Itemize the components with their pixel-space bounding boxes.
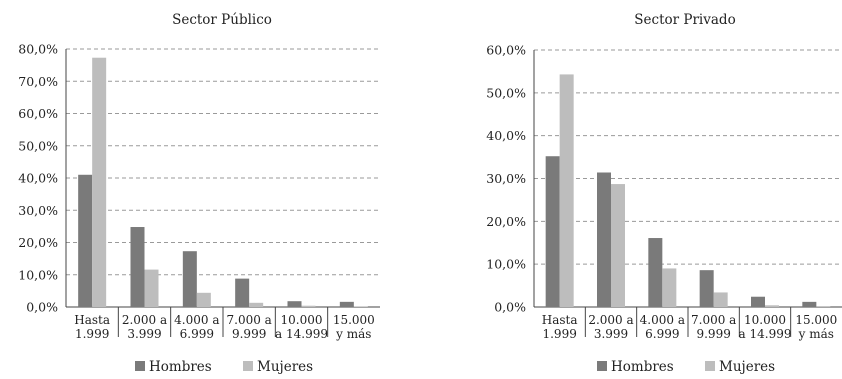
x-tick-label: a 14.999 [275, 327, 328, 341]
bar-hombres [699, 270, 714, 307]
bar-hombres [648, 238, 663, 307]
chart-title: Sector Privado [634, 12, 735, 28]
bar-mujeres [662, 268, 677, 307]
bar-mujeres [301, 305, 316, 307]
bar-mujeres [559, 74, 574, 307]
x-tick-label: 15.000 [795, 313, 837, 327]
y-tick-label: 10,0% [18, 267, 58, 282]
x-tick-label: 7.000 a [691, 313, 736, 327]
y-tick-label: 0,0% [494, 300, 526, 315]
y-tick-label: 50,0% [486, 85, 526, 100]
y-tick-label: 60,0% [18, 106, 58, 121]
legend-swatch-mujeres [243, 361, 253, 371]
y-tick-label: 70,0% [18, 74, 58, 89]
x-tick-label: a 14.999 [739, 327, 792, 341]
chart-title: Sector Público [172, 12, 272, 28]
bar-hombres [182, 251, 197, 307]
x-tick-label: 6.999 [645, 327, 679, 341]
y-tick-label: 40,0% [486, 128, 526, 143]
x-tick-label: Hasta [74, 313, 110, 327]
bar-hombres [339, 301, 354, 307]
y-tick-label: 20,0% [18, 235, 58, 250]
x-tick-label: 6.999 [180, 327, 214, 341]
legend-swatch-hombres [135, 361, 145, 371]
bar-hombres [751, 296, 765, 307]
x-tick-label: 1.999 [75, 327, 109, 341]
x-tick-label: 1.999 [542, 327, 576, 341]
legend-swatch-mujeres [705, 361, 715, 371]
chart-sector-publico: Sector Público 0,0% 10,0% 20,0% 30,0% 40,0% 5… [18, 12, 380, 375]
bar-mujeres [144, 269, 159, 307]
bar-hombres [235, 278, 250, 307]
x-tick-label: 4.000 a [174, 313, 219, 327]
bar-mujeres [249, 302, 264, 307]
x-tick-label: 7.000 a [227, 313, 272, 327]
x-tick-label: 9.999 [232, 327, 266, 341]
x-tick-label: 3.999 [127, 327, 161, 341]
bar-hombres [545, 156, 560, 307]
bar-mujeres [713, 292, 728, 307]
legend-swatch-hombres [597, 361, 607, 371]
bar-hombres [287, 301, 302, 307]
y-tick-label: 30,0% [486, 171, 526, 186]
legend-label-mujeres: Mujeres [257, 359, 313, 375]
x-tick-label: y más [798, 327, 834, 341]
x-tick-label: 4.000 a [640, 313, 685, 327]
bar-mujeres [92, 57, 107, 307]
x-tick-label: Hasta [542, 313, 578, 327]
y-tick-label: 40,0% [18, 171, 58, 186]
x-tick-label: 10.000 [744, 313, 786, 327]
y-tick-label: 20,0% [486, 214, 526, 229]
x-tick-label: 9.999 [696, 327, 730, 341]
bar-mujeres [611, 184, 625, 307]
bar-hombres [802, 301, 817, 307]
legend-label-mujeres: Mujeres [719, 359, 775, 375]
y-tick-label: 50,0% [18, 138, 58, 153]
legend-label-hombres: Hombres [149, 359, 212, 375]
y-tick-label: 60,0% [486, 43, 526, 58]
bar-hombres [130, 227, 145, 307]
y-tick-label: 30,0% [18, 203, 58, 218]
bar-hombres [78, 174, 93, 307]
bar-mujeres [196, 292, 211, 307]
x-tick-label: y más [335, 327, 371, 341]
x-tick-label: 10.000 [281, 313, 323, 327]
bar-mujeres [765, 305, 779, 307]
chart-sector-privado: Sector Privado 0,0% 10,0% 20,0% 30,0% 40,0% 5… [486, 12, 842, 375]
bar-mujeres [816, 306, 831, 307]
x-tick-label: 3.999 [594, 327, 628, 341]
x-tick-label: 2.000 a [122, 313, 167, 327]
x-tick-label: 15.000 [333, 313, 375, 327]
bar-hombres [597, 172, 611, 307]
y-tick-label: 10,0% [486, 257, 526, 272]
bar-mujeres [353, 306, 368, 307]
legend-label-hombres: Hombres [611, 359, 674, 375]
y-tick-label: 80,0% [18, 42, 58, 57]
y-tick-label: 0,0% [26, 300, 58, 315]
x-tick-label: 2.000 a [588, 313, 633, 327]
